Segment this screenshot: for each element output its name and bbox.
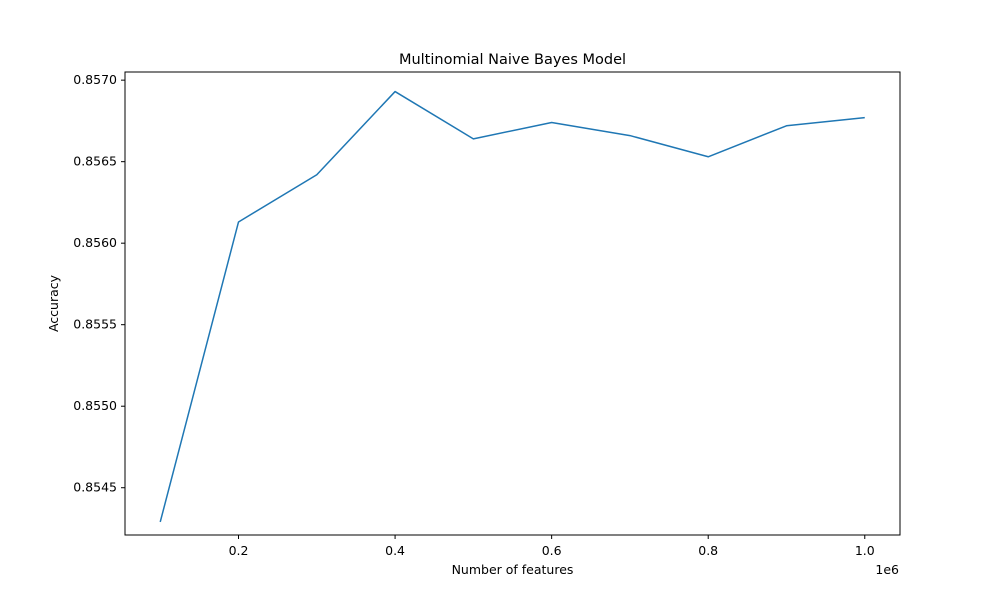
chart-title: Multinomial Naive Bayes Model bbox=[399, 52, 626, 68]
y-tick-label: 0.8565 bbox=[73, 154, 117, 169]
y-tick-label: 0.8550 bbox=[73, 398, 117, 413]
data-point bbox=[863, 116, 867, 120]
series-layer bbox=[158, 90, 867, 524]
data-point bbox=[784, 124, 788, 128]
series-line-0 bbox=[159, 90, 865, 523]
y-tick-label: 0.8555 bbox=[73, 317, 117, 332]
x-tick-label: 0.6 bbox=[542, 543, 562, 558]
y-axis-ticks: 0.8545 0.8550 0.8555 0.8560 0.8565 0.8570 bbox=[73, 72, 125, 495]
x-tick-label: 0.8 bbox=[698, 543, 718, 558]
y-axis-label: Accuracy bbox=[46, 274, 61, 332]
data-point bbox=[706, 155, 710, 159]
x-axis-offset-label: 1e6 bbox=[875, 562, 899, 577]
data-point bbox=[237, 220, 241, 224]
data-point bbox=[393, 90, 397, 94]
data-point bbox=[550, 121, 554, 125]
y-tick-label: 0.8570 bbox=[73, 72, 117, 87]
data-point bbox=[158, 520, 162, 524]
x-tick-label: 0.4 bbox=[385, 543, 405, 558]
plot-frame bbox=[124, 71, 901, 536]
x-tick-label: 1.0 bbox=[855, 543, 875, 558]
data-point bbox=[628, 134, 632, 138]
data-point bbox=[471, 137, 475, 141]
x-axis-label: Number of features bbox=[452, 562, 574, 577]
x-axis-ticks: 0.2 0.4 0.6 0.8 1.0 bbox=[229, 535, 875, 558]
y-tick-label: 0.8560 bbox=[73, 235, 117, 250]
plot-area bbox=[125, 72, 900, 535]
data-point bbox=[315, 173, 319, 177]
x-tick-label: 0.2 bbox=[229, 543, 249, 558]
y-tick-label: 0.8545 bbox=[73, 480, 117, 495]
